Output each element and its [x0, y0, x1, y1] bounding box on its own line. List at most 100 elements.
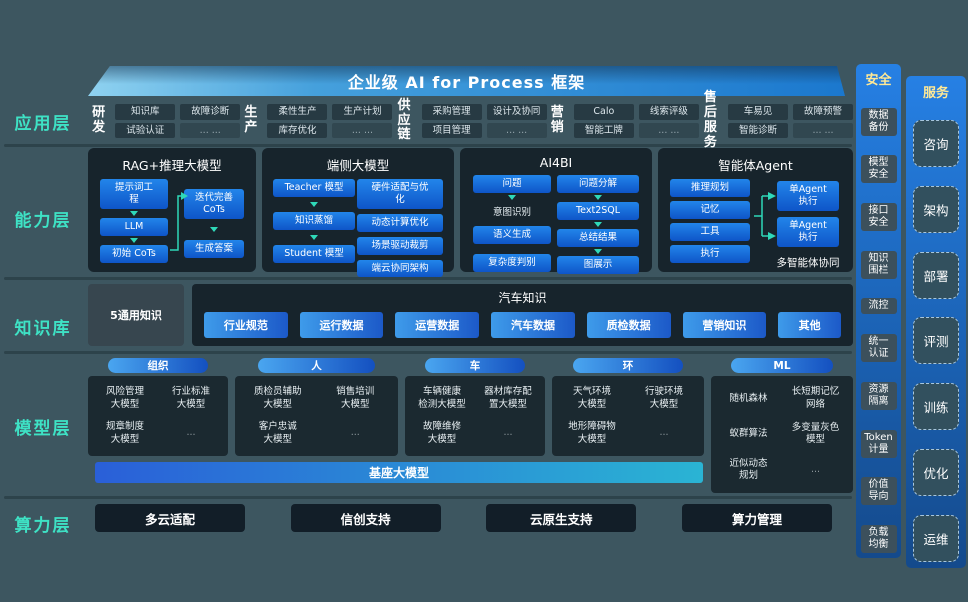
flow-node[interactable]: 问题: [473, 175, 552, 193]
security-item[interactable]: Token 计量: [860, 429, 897, 458]
flow-node[interactable]: 语义生成: [473, 225, 552, 244]
compute-button[interactable]: 多云适配: [95, 504, 245, 532]
security-column: 安全 数据 备份 模型 安全 接口 安全 知识 围栏 流控 统一 认证 资源 隔…: [856, 64, 901, 558]
app-chip-more: ... ...: [486, 122, 547, 138]
security-item[interactable]: 接口 安全: [860, 203, 897, 232]
agent-component[interactable]: 推理规划: [670, 179, 750, 197]
flow-node[interactable]: 知识蒸馏: [273, 211, 356, 230]
service-item[interactable]: 训练: [913, 383, 959, 431]
knowledge-button[interactable]: 营销知识: [682, 312, 767, 338]
security-item[interactable]: 模型 安全: [860, 155, 897, 184]
flow-node[interactable]: Student 模型: [273, 244, 356, 263]
security-item[interactable]: 流控: [860, 298, 897, 315]
flow-node[interactable]: 总结结果: [557, 228, 640, 247]
app-chip-grid: Calo 线索评级 智能工牌 ... ...: [573, 104, 699, 138]
feature-node[interactable]: 硬件适配与优 化: [357, 179, 444, 209]
app-chip[interactable]: 试验认证: [115, 122, 176, 138]
box-title: 智能体Agent: [718, 158, 793, 173]
agent-component[interactable]: 工具: [670, 222, 750, 241]
knowledge-button[interactable]: 质检数据: [586, 312, 671, 338]
model-group-environment: 环 天气环境 大模型 行驶环境 大模型 地形障碍物 大模型 ...: [552, 358, 704, 456]
flow-node[interactable]: 提示词工 程: [100, 179, 168, 209]
service-item[interactable]: 评测: [913, 317, 959, 365]
security-item[interactable]: 价值 导向: [860, 477, 897, 506]
app-chip-more: ... ...: [638, 122, 699, 138]
app-chip[interactable]: 故障预警: [793, 104, 854, 120]
compute-button[interactable]: 云原生支持: [486, 504, 637, 532]
app-group-label: 研发: [92, 105, 106, 135]
knowledge-button[interactable]: 运行数据: [299, 312, 384, 338]
app-chip[interactable]: 智能诊断: [728, 122, 789, 138]
agent-exec-node[interactable]: 单Agent 执行: [777, 216, 839, 247]
app-chip-grid: 知识库 故障诊断 试验认证 ... ...: [115, 104, 241, 138]
model-item-more: ...: [810, 463, 821, 475]
feature-node[interactable]: 端云协同架构: [357, 259, 444, 278]
knowledge-button[interactable]: 其他: [778, 312, 841, 338]
service-item[interactable]: 咨询: [913, 119, 959, 167]
security-item[interactable]: 负载 均衡: [860, 524, 897, 553]
model-item: 蚁群算法: [729, 428, 768, 440]
app-chip[interactable]: 车易见: [728, 104, 789, 120]
agent-exec-node[interactable]: 单Agent 执行: [777, 181, 839, 211]
app-chip[interactable]: 故障诊断: [180, 104, 241, 120]
flow-node[interactable]: 初始 CoTs: [100, 244, 168, 263]
knowledge-button[interactable]: 行业规范: [204, 312, 288, 338]
arrow-down-icon: [310, 234, 319, 240]
knowledge-layer-row: 5通用知识 汽车知识 行业规范 运行数据 运营数据 汽车数据 质检数据 营销知识…: [88, 284, 853, 346]
flow-node[interactable]: 图展示: [557, 255, 640, 274]
model-item: 客户忠诚 大模型: [258, 421, 297, 445]
arrow-down-icon: [594, 194, 603, 200]
app-chip[interactable]: 柔性生产: [267, 104, 328, 120]
model-group-pill[interactable]: ML: [730, 358, 834, 373]
compute-button[interactable]: 信创支持: [290, 504, 441, 532]
model-group-pill[interactable]: 车: [424, 358, 526, 373]
app-chip[interactable]: 生产计划: [332, 104, 393, 120]
flow-node[interactable]: LLM: [100, 217, 168, 236]
knowledge-button[interactable]: 汽车数据: [491, 312, 575, 338]
app-chip[interactable]: 库存优化: [267, 122, 328, 138]
agent-component[interactable]: 执行: [670, 244, 750, 263]
service-item[interactable]: 优化: [913, 449, 959, 497]
app-chip[interactable]: 线索评级: [638, 104, 699, 120]
flow-node[interactable]: 复杂度判别: [473, 253, 552, 272]
service-item[interactable]: 运维: [913, 514, 959, 562]
app-group-label: 生产: [244, 105, 258, 135]
model-group-pill[interactable]: 人: [257, 358, 376, 373]
security-item[interactable]: 统一 认证: [860, 334, 897, 363]
layer-label-application: 应用层: [14, 114, 72, 134]
app-chip[interactable]: 项目管理: [421, 122, 482, 138]
app-group-production: 生产 柔性生产 生产计划 库存优化 ... ...: [240, 104, 393, 138]
model-group-pill[interactable]: 环: [573, 358, 683, 373]
app-chip[interactable]: 设计及协同: [486, 104, 547, 120]
compute-button[interactable]: 算力管理: [681, 504, 832, 532]
feature-node[interactable]: 场景驱动裁剪: [357, 236, 444, 255]
arrow-down-icon: [130, 237, 138, 243]
app-chip[interactable]: 知识库: [115, 104, 176, 120]
auto-knowledge-box: 汽车知识 行业规范 运行数据 运营数据 汽车数据 质检数据 营销知识 其他: [192, 284, 853, 346]
app-group-rnd: 研发 知识库 故障诊断 试验认证 ... ...: [88, 104, 241, 138]
security-item[interactable]: 资源 隔离: [860, 381, 897, 410]
box-title: RAG+推理大模型: [122, 158, 222, 173]
flow-node[interactable]: Teacher 模型: [273, 179, 356, 197]
model-group-pill[interactable]: 组织: [107, 358, 209, 373]
knowledge-button[interactable]: 运营数据: [395, 312, 480, 338]
app-group-marketing: 营销 Calo 线索评级 智能工牌 ... ...: [547, 104, 699, 138]
service-item[interactable]: 架构: [913, 185, 959, 233]
app-group-label: 供应链: [397, 97, 411, 143]
service-item[interactable]: 部署: [913, 251, 959, 299]
flow-node[interactable]: 迭代完善 CoTs: [184, 189, 244, 219]
model-group-organization: 组织 风险管理 大模型 行业标准 大模型 规章制度 大模型 ...: [88, 358, 228, 456]
app-chip[interactable]: 智能工牌: [573, 122, 634, 138]
flow-node[interactable]: Text2SQL: [557, 201, 640, 220]
flow-node[interactable]: 问题分解: [557, 175, 640, 193]
edge-model-box: 端侧大模型 Teacher 模型 知识蒸馏 Student 模型 硬件适配与优 …: [262, 148, 454, 278]
application-layer-row: 研发 知识库 故障诊断 试验认证 ... ... 生产 柔性生产 生产计划 库存…: [88, 90, 854, 150]
agent-component[interactable]: 记忆: [670, 200, 750, 219]
app-chip[interactable]: Calo: [573, 104, 634, 120]
feature-node[interactable]: 动态计算优化: [357, 213, 444, 232]
app-chip[interactable]: 采购管理: [421, 104, 482, 120]
app-chip-grid: 柔性生产 生产计划 库存优化 ... ...: [267, 104, 393, 138]
security-item[interactable]: 数据 备份: [860, 107, 897, 136]
security-item[interactable]: 知识 围栏: [860, 250, 897, 279]
flow-node[interactable]: 生成答案: [184, 239, 244, 258]
